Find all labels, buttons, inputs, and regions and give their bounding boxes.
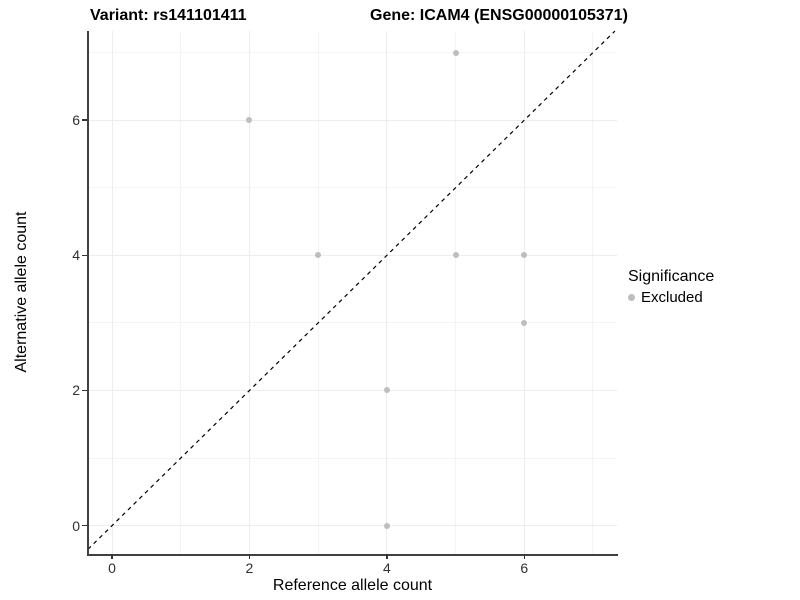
x-minor-gridline: [455, 31, 457, 554]
y-tick-label: 0: [72, 517, 80, 534]
x-minor-gridline: [592, 31, 594, 554]
y-tick-mark: [82, 389, 87, 392]
y-tick-mark: [82, 254, 87, 257]
y-tick-label: 2: [72, 382, 80, 399]
x-minor-gridline: [180, 31, 182, 554]
y-major-gridline: [88, 389, 617, 391]
y-major-gridline: [88, 119, 617, 121]
y-major-gridline: [88, 254, 617, 256]
legend-items: Excluded: [628, 289, 714, 306]
gene-title: Gene: ICAM4 (ENSG00000105371): [370, 7, 628, 24]
x-axis-title: Reference allele count: [272, 577, 433, 594]
y-tick-label: 6: [72, 112, 80, 129]
y-minor-gridline: [88, 322, 617, 324]
data-point: [246, 117, 253, 124]
y-axis-title: Alternative allele count: [13, 211, 30, 373]
data-point: [383, 522, 390, 529]
x-axis-line: [86, 554, 618, 556]
x-major-gridline: [386, 31, 388, 554]
data-point: [452, 49, 459, 56]
data-point: [315, 252, 322, 259]
x-major-gridline: [523, 31, 525, 554]
y-minor-gridline: [88, 457, 617, 459]
x-tick-label: 0: [108, 560, 116, 576]
x-minor-gridline: [317, 31, 319, 554]
data-point: [383, 387, 390, 394]
x-tick-mark: [111, 554, 113, 559]
plot-panel: [87, 30, 617, 554]
x-tick-label: 2: [245, 560, 254, 576]
x-major-gridline: [248, 31, 250, 554]
legend-key-dot: [628, 294, 635, 301]
x-tick-mark: [386, 554, 388, 559]
data-point: [521, 252, 528, 259]
y-major-gridline: [88, 525, 617, 527]
x-major-gridline: [111, 31, 113, 554]
identity-line-svg: [87, 30, 616, 550]
y-minor-gridline: [88, 52, 617, 54]
y-tick-label: 4: [72, 247, 80, 264]
data-point: [521, 319, 528, 326]
x-tick-mark: [523, 554, 525, 559]
y-tick-mark: [82, 119, 87, 121]
legend: Significance Excluded: [628, 268, 714, 306]
x-tick-mark: [248, 554, 251, 559]
x-tick-label: 6: [520, 560, 529, 576]
identity-line: [87, 30, 616, 550]
legend-title: Significance: [628, 268, 715, 285]
y-minor-gridline: [88, 187, 617, 189]
data-point: [452, 252, 459, 259]
legend-item-label: Excluded: [641, 289, 703, 306]
legend-item: Excluded: [628, 289, 714, 306]
y-tick-mark: [82, 524, 87, 527]
y-axis-line: [86, 31, 89, 556]
x-tick-label: 4: [382, 560, 391, 576]
variant-title: Variant: rs141101411: [90, 7, 247, 24]
